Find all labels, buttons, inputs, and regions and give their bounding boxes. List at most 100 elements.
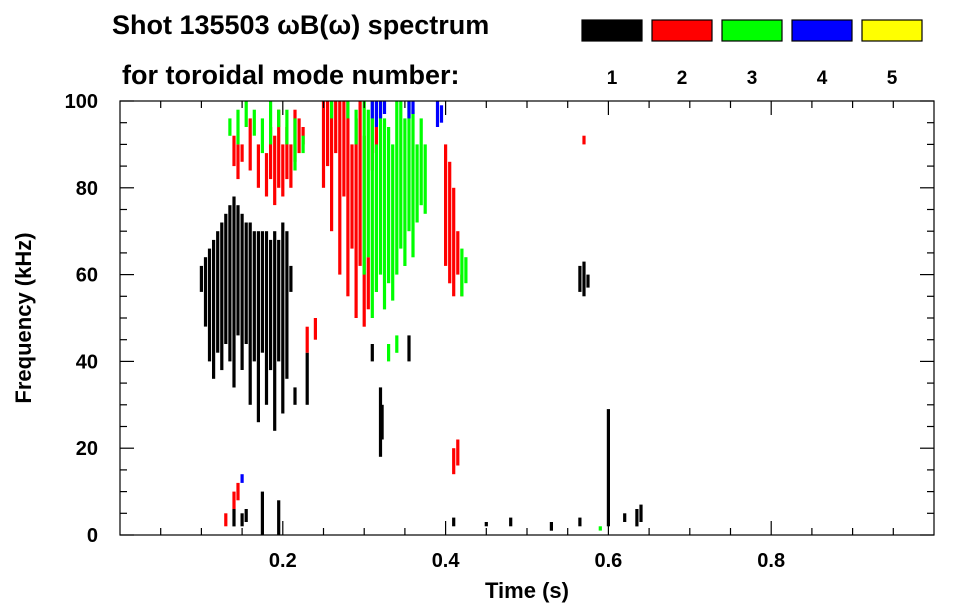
series-1: [199, 196, 643, 535]
mode-3-mark-1: [236, 109, 240, 145]
mode-1-mark-3: [212, 239, 216, 379]
mode-1-mark-11: [244, 222, 248, 344]
mode-2-mark-25: [354, 118, 358, 319]
mode-1-mark-5: [220, 222, 224, 371]
mode-3-mark-5: [269, 101, 273, 145]
mode-2-mark-24: [350, 144, 354, 249]
mode-1-mark-26: [244, 509, 248, 522]
mode-2-mark-31: [444, 144, 448, 266]
mode-2-mark-38: [232, 491, 236, 509]
legend-swatch-4: [791, 19, 853, 42]
mode-3-mark-19: [387, 127, 391, 284]
series-3: [228, 101, 602, 531]
plot-area: [199, 101, 643, 535]
legend-swatch-1: [581, 19, 643, 42]
mode-3-mark-10: [330, 101, 334, 119]
axis-ticks: 0 20 40 60 80 100 0.2 0.4 0.6 0.8: [65, 91, 934, 572]
mode-1-mark-34: [452, 517, 456, 527]
mode-2-mark-15: [305, 326, 309, 353]
mode-1-mark-38: [606, 409, 610, 527]
mode-3-mark-31: [387, 344, 391, 362]
mode-3-mark-30: [464, 257, 468, 284]
mode-4-mark-5: [411, 101, 415, 114]
chart-title: Shot 135503 ωB(ω) spectrum for toroidal …: [112, 10, 489, 90]
mode-2-mark-37: [456, 439, 460, 466]
mode-2-mark-32: [448, 161, 452, 284]
mode-1-mark-19: [277, 239, 281, 362]
mode-1-mark-39: [635, 509, 639, 527]
mode-3-mark-0: [228, 118, 232, 136]
mode-3-mark-6: [277, 109, 281, 128]
mode-4-mark-4: [407, 101, 411, 119]
mode-3-mark-29: [460, 248, 464, 297]
mode-1-mark-8: [232, 196, 236, 388]
mode-1-mark-15: [260, 231, 264, 353]
mode-1-mark-23: [293, 387, 297, 405]
mode-1-mark-13: [252, 231, 256, 362]
mode-3-mark-21: [395, 101, 399, 275]
mode-2-mark-5: [264, 153, 269, 197]
mode-1-mark-31: [305, 352, 309, 405]
mode-1-mark-1: [203, 257, 208, 327]
mode-1-mark-33: [407, 335, 411, 362]
mode-3-mark-28: [423, 144, 427, 214]
mode-2-mark-11: [289, 144, 293, 188]
mode-2-mark-28: [366, 257, 370, 310]
legend-label-5: 5: [887, 68, 898, 89]
mode-1-mark-43: [549, 522, 553, 531]
legend-swatch-3: [721, 19, 783, 42]
mode-3-mark-3: [252, 109, 256, 136]
mode-3-mark-24: [407, 101, 411, 232]
mode-2-mark-21: [338, 101, 342, 275]
y-tick-label-0: 0: [87, 525, 98, 547]
mode-1-mark-20: [281, 222, 285, 414]
mode-3-mark-13: [362, 101, 366, 275]
mode-1-mark-44: [509, 517, 513, 527]
y-tick-label-60: 60: [76, 265, 98, 287]
mode-1-mark-32: [370, 344, 374, 362]
mode-2-mark-17: [321, 101, 326, 188]
mode-1-mark-0: [199, 265, 203, 292]
y-tick-label-20: 20: [76, 438, 98, 460]
legend: 1 2 3 4 5: [581, 19, 923, 89]
mode-2-mark-9: [281, 144, 285, 197]
x-tick-label-0.6: 0.6: [594, 550, 622, 572]
mode-4-mark-2: [378, 101, 383, 119]
mode-2-mark-7: [273, 135, 277, 206]
mode-1-mark-30: [380, 404, 384, 440]
mode-1-mark-10: [240, 213, 244, 370]
mode-3-mark-20: [391, 144, 395, 301]
mode-3-mark-16: [374, 144, 378, 292]
mode-3-mark-12: [354, 109, 358, 145]
y-axis-label: Frequency (kHz): [11, 232, 36, 403]
mode-2-mark-23: [346, 101, 350, 297]
mode-1-mark-14: [256, 231, 260, 423]
x-tick-label-0.4: 0.4: [432, 550, 461, 572]
mode-2-mark-40: [582, 135, 586, 145]
mode-2-mark-16: [313, 318, 317, 340]
mode-2-mark-41: [224, 513, 228, 527]
mode-3-mark-2: [244, 101, 248, 127]
mode-2-mark-10: [285, 127, 289, 180]
mode-4-mark-7: [439, 105, 444, 123]
mode-3-mark-15: [370, 101, 374, 318]
mode-3-mark-8: [293, 118, 297, 171]
legend-label-1: 1: [607, 68, 618, 89]
mode-1-mark-21: [285, 231, 289, 379]
mode-1-mark-41: [623, 513, 627, 522]
mode-3-mark-26: [415, 144, 419, 223]
mode-2-mark-13: [297, 118, 301, 154]
mode-2-mark-22: [342, 101, 346, 197]
mode-1-mark-28: [277, 500, 281, 535]
mode-1-mark-40: [639, 504, 643, 522]
mode-4-mark-6: [435, 101, 440, 127]
mode-3-mark-9: [301, 135, 305, 154]
mode-2-mark-19: [330, 101, 334, 232]
mode-2-mark-0: [232, 135, 236, 167]
mode-1-mark-37: [586, 274, 590, 288]
mode-1-mark-25: [240, 513, 244, 527]
mode-2-mark-36: [452, 448, 456, 475]
mode-1-mark-36: [582, 261, 586, 297]
mode-1-mark-45: [484, 522, 488, 527]
x-tick-label-0.8: 0.8: [757, 550, 785, 572]
